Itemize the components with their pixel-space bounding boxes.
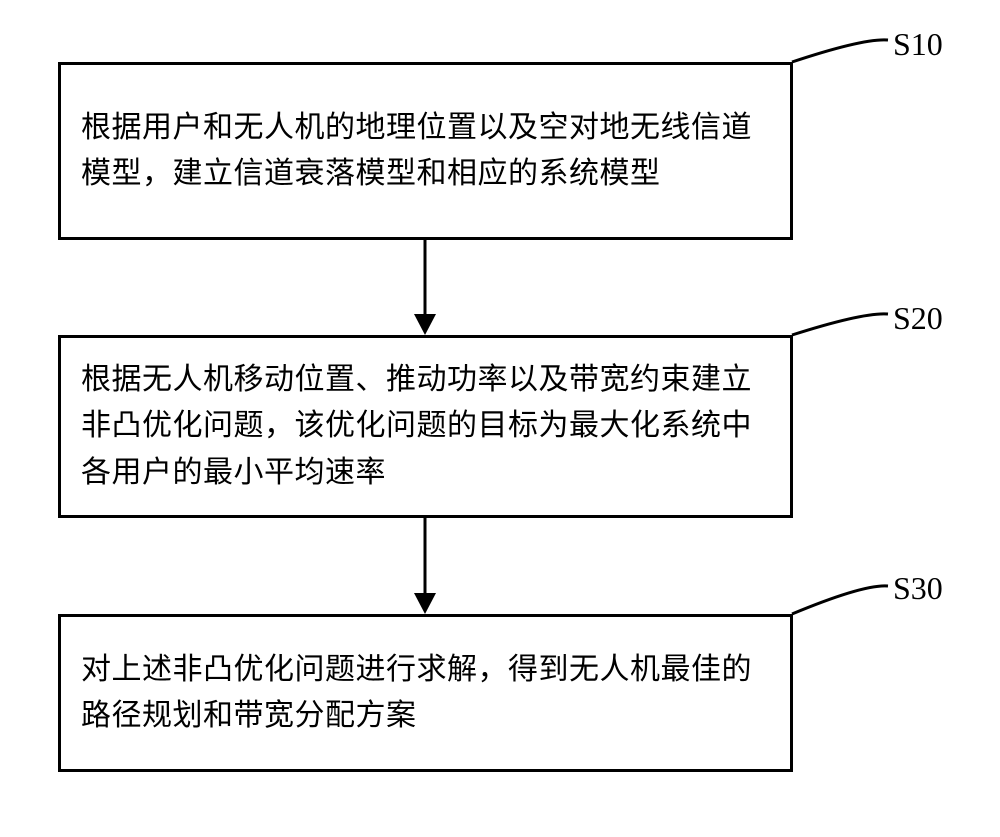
leader-s30	[0, 0, 1000, 837]
flowchart-canvas: 根据用户和无人机的地理位置以及空对地无线信道模型，建立信道衰落模型和相应的系统模…	[0, 0, 1000, 837]
step-label-s30: S30	[893, 570, 943, 607]
